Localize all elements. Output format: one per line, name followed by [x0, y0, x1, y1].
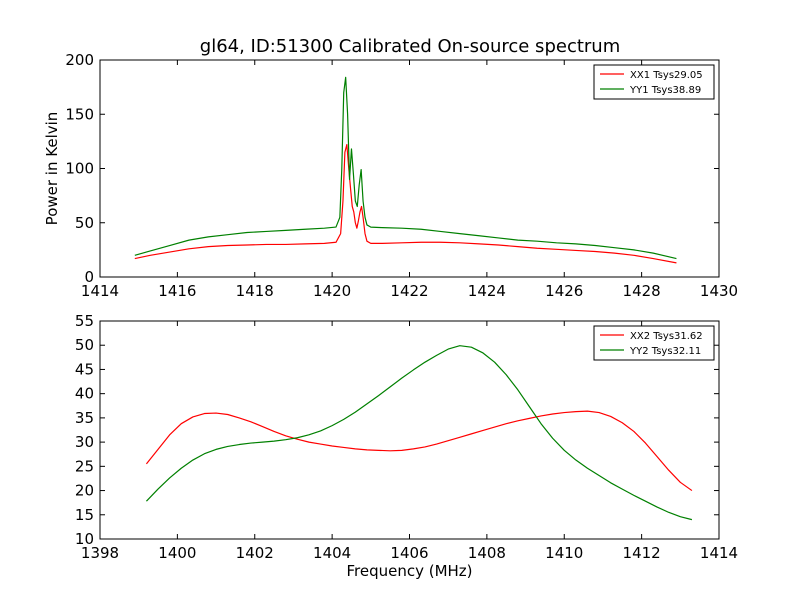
y-tick-label: 50 [75, 336, 94, 354]
x-axis-label: Frequency (MHz) [346, 562, 472, 580]
legend-label-1: XX2 Tsys31.62 [630, 331, 703, 342]
x-tick-label: 1410 [545, 544, 583, 562]
x-tick-label: 1426 [545, 282, 583, 300]
series-line-2 [145, 345, 693, 521]
y-tick-label: 200 [65, 51, 94, 69]
x-tick-label: 1398 [81, 544, 119, 562]
series-line-2 [134, 76, 677, 260]
y-tick-label: 45 [75, 360, 94, 378]
x-tick-label: 1400 [158, 544, 196, 562]
x-tick-label: 1424 [468, 282, 506, 300]
y-tick-label: 30 [75, 433, 94, 451]
y-tick-label: 150 [65, 105, 94, 123]
x-tick-label: 1408 [468, 544, 506, 562]
x-tick-label: 1414 [700, 544, 738, 562]
x-tick-label: 1402 [236, 544, 274, 562]
x-tick-label: 1412 [623, 544, 661, 562]
x-tick-label: 1404 [313, 544, 351, 562]
legend-label-2: YY1 Tsys38.89 [629, 85, 701, 96]
x-tick-label: 1428 [623, 282, 661, 300]
series-line-1 [134, 144, 677, 264]
y-tick-label: 0 [84, 268, 94, 286]
series-line-1 [145, 410, 693, 492]
y-tick-label: 50 [75, 214, 94, 232]
legend-label-2: YY2 Tsys32.11 [629, 346, 701, 357]
x-tick-label: 1418 [236, 282, 274, 300]
y-tick-label: 20 [75, 482, 94, 500]
legend-label-1: XX1 Tsys29.05 [630, 70, 703, 81]
chart-title: gl64, ID:51300 Calibrated On-source spec… [200, 36, 620, 57]
x-tick-label: 1430 [700, 282, 738, 300]
y-tick-label: 15 [75, 506, 94, 524]
bottom-panel: 1398 1400 1402 1404 1406 1408 1410 1412 1414 10 15… [75, 312, 738, 580]
x-tick-label: 1420 [313, 282, 351, 300]
x-tick-label: 1416 [158, 282, 196, 300]
y-tick-label: 35 [75, 409, 94, 427]
y-tick-label: 55 [75, 312, 94, 330]
x-tick-label: 1414 [81, 282, 119, 300]
x-tick-label: 1406 [390, 544, 428, 562]
x-tick-label: 1422 [390, 282, 428, 300]
y-tick-label: 25 [75, 457, 94, 475]
legend: XX2 Tsys31.62 YY2 Tsys32.11 [593, 325, 715, 361]
legend: XX1 Tsys29.05 YY1 Tsys38.89 [593, 64, 715, 100]
y-tick-label: 100 [65, 160, 94, 178]
y-axis-label: Power in Kelvin [43, 112, 61, 226]
legend-box [593, 64, 715, 100]
y-tick-label: 40 [75, 385, 94, 403]
y-tick-label: 10 [75, 530, 94, 548]
top-panel: 1414 1416 1418 1420 1422 1424 1426 1428 1430 0 50 1… [43, 51, 738, 300]
legend-box [593, 325, 715, 361]
